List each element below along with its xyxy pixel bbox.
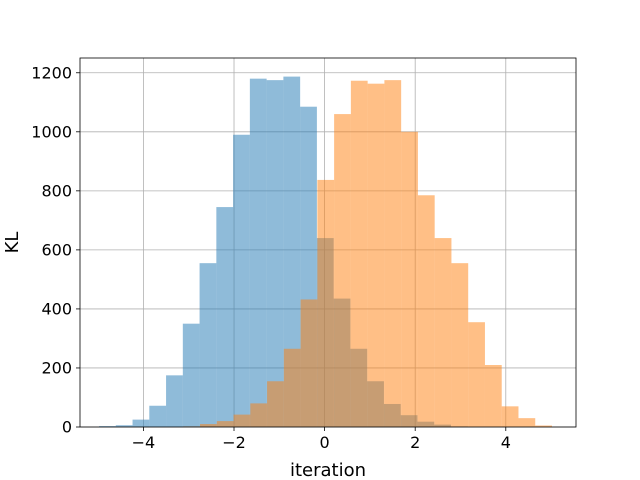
histogram-bar-series-2 <box>317 179 335 427</box>
histogram-bar-series-2 <box>535 425 552 427</box>
x-axis-label: iteration <box>290 460 366 480</box>
x-tick-label: −2 <box>222 433 246 452</box>
histogram-bar-series-2 <box>518 418 536 427</box>
y-tick-label: 1200 <box>31 63 72 82</box>
histogram-bar-series-2 <box>501 406 519 427</box>
histogram-bar-series-2 <box>233 414 251 427</box>
histogram-bar-series-2 <box>300 299 318 427</box>
histogram-bar-series-1 <box>99 426 116 427</box>
histogram-bar-series-2 <box>384 80 402 427</box>
axes-frame <box>79 57 577 428</box>
y-tick-label: 800 <box>41 181 72 200</box>
histogram-bar-series-1 <box>233 134 250 427</box>
y-tick-label: 200 <box>41 358 72 377</box>
histogram-bar-series-2 <box>434 238 452 427</box>
y-tick-label: 400 <box>41 299 72 318</box>
histogram-bar-series-1 <box>166 375 183 427</box>
histogram-bar-series-1 <box>115 425 133 427</box>
histogram-bar-series-2 <box>250 403 268 427</box>
histogram-bar-series-1 <box>266 80 284 427</box>
x-tick-label: −4 <box>132 433 156 452</box>
axis-ticks: −4 −2 0 2 4 0 200 400 600 800 1000 1200 <box>31 63 511 452</box>
histogram-bar-series-1 <box>283 76 301 428</box>
histogram-bar-series-1 <box>199 263 217 427</box>
histogram-bar-series-2 <box>484 365 502 427</box>
x-tick-label: 2 <box>410 433 420 452</box>
histogram-bar-series-2 <box>417 195 435 427</box>
histogram-bars <box>99 76 552 428</box>
histogram-bar-series-2 <box>267 381 284 427</box>
histogram-bar-series-2 <box>401 131 418 428</box>
histogram-bar-series-1 <box>182 323 200 427</box>
x-tick-label: 4 <box>501 433 511 452</box>
y-tick-label: 1000 <box>31 122 72 141</box>
y-axis-label: KL <box>2 232 23 254</box>
histogram-bar-series-1 <box>149 405 167 427</box>
histogram-bar-series-2 <box>216 421 234 427</box>
histogram-bar-series-2 <box>468 322 485 427</box>
x-tick-label: 0 <box>320 433 330 452</box>
histogram-bar-series-2 <box>200 424 217 427</box>
y-tick-label: 0 <box>62 418 72 437</box>
histogram-bar-series-1 <box>132 419 150 427</box>
histogram-bar-series-1 <box>216 207 234 427</box>
histogram-bar-series-2 <box>451 263 469 427</box>
histogram-bar-series-2 <box>367 83 385 427</box>
histogram-bar-series-2 <box>350 80 368 427</box>
histogram-bar-series-1 <box>249 78 267 427</box>
histogram-bar-series-2 <box>334 114 351 427</box>
histogram-bar-series-2 <box>283 348 301 427</box>
y-tick-label: 600 <box>41 240 72 259</box>
